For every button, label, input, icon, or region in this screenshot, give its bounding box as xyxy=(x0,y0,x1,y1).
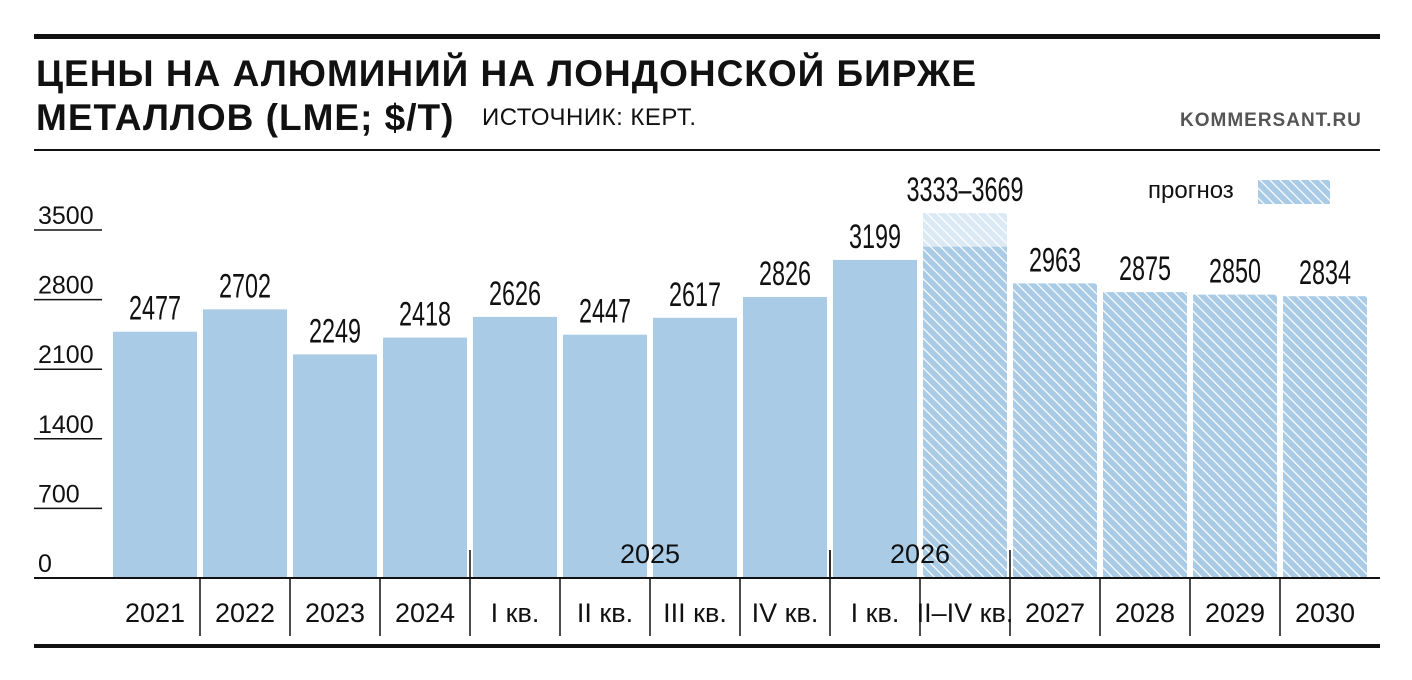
bar xyxy=(383,337,467,578)
value-label: 2963 xyxy=(1029,241,1081,280)
bar-range xyxy=(923,213,1007,247)
x-tick-label: III кв. xyxy=(663,598,727,628)
bar xyxy=(293,354,377,578)
site-credit: KOMMERSANT.RU xyxy=(1180,110,1362,131)
source-note: ИСТОЧНИК: КЕРТ. xyxy=(482,104,697,131)
x-tick-label: II–IV кв. xyxy=(917,598,1014,628)
x-tick-label: I кв. xyxy=(851,598,900,628)
bars xyxy=(113,213,1367,579)
bottom-rule xyxy=(34,644,1380,648)
value-label: 2826 xyxy=(759,255,811,294)
x-axis: 2021 2022 2023 2024 I кв. II кв. III кв. IV кв.… xyxy=(34,539,1380,636)
value-labels: 2477 2702 2249 2418 2626 2447 2617 2826 31993333… xyxy=(129,171,1351,351)
chart-title-line-2: МЕТАЛЛОВ (LME; $/T) xyxy=(36,97,455,138)
y-tick-label: 2100 xyxy=(38,341,94,369)
value-label: 2834 xyxy=(1299,254,1351,293)
value-label: 2447 xyxy=(579,292,631,331)
bar xyxy=(203,309,287,578)
top-rule xyxy=(34,34,1380,39)
value-label: 3199 xyxy=(849,217,901,256)
value-label: 2702 xyxy=(219,267,271,306)
bar xyxy=(563,334,647,578)
x-tick-label: IV кв. xyxy=(752,598,819,628)
y-tick-label: 3500 xyxy=(38,202,94,230)
bar xyxy=(923,246,1007,579)
legend-label: прогноз xyxy=(1148,177,1234,204)
group-label: 2025 xyxy=(620,539,680,569)
value-label: 2850 xyxy=(1209,252,1261,291)
legend: прогноз xyxy=(1148,177,1330,204)
x-tick-label: 2024 xyxy=(395,598,455,628)
y-tick-label: 2800 xyxy=(38,272,94,300)
value-label: 3333–3669 xyxy=(906,171,1023,210)
chart-title-line-1: ЦЕНЫ НА АЛЮМИНИЙ НА ЛОНДОНСКОЙ БИРЖЕ xyxy=(36,53,978,94)
x-tick-label: 2021 xyxy=(125,598,185,628)
value-label: 2617 xyxy=(669,275,721,314)
legend-swatch xyxy=(1258,180,1330,204)
y-tick-label: 0 xyxy=(38,550,52,578)
group-label: 2026 xyxy=(890,539,950,569)
value-label: 2418 xyxy=(399,295,451,334)
chart-title: ЦЕНЫ НА АЛЮМИНИЙ НА ЛОНДОНСКОЙ БИРЖЕ МЕТ… xyxy=(36,52,977,140)
x-tick-label: I кв. xyxy=(491,598,540,628)
bar xyxy=(653,317,737,578)
x-tick-label: 2023 xyxy=(305,598,365,628)
x-tick-label: II кв. xyxy=(577,598,633,628)
bar xyxy=(743,297,827,578)
x-tick-label: 2029 xyxy=(1205,598,1265,628)
value-label: 2249 xyxy=(309,312,361,351)
x-tick-label: 2028 xyxy=(1115,598,1175,628)
bar xyxy=(1193,294,1277,578)
x-tick-label: 2022 xyxy=(215,598,275,628)
bar xyxy=(1013,283,1097,578)
value-label: 2626 xyxy=(489,274,541,313)
bar xyxy=(1103,292,1187,578)
bar xyxy=(1283,296,1367,578)
header-rule xyxy=(34,149,1380,151)
y-tick-label: 700 xyxy=(38,480,80,508)
y-axis: 0 700 1400 2100 2800 3500 xyxy=(34,202,102,578)
x-tick-label: 2030 xyxy=(1295,598,1355,628)
value-label: 2875 xyxy=(1119,250,1171,289)
x-tick-label: 2027 xyxy=(1025,598,1085,628)
bar xyxy=(473,316,557,578)
bar xyxy=(113,331,197,578)
bar xyxy=(833,259,917,578)
value-label: 2477 xyxy=(129,289,181,328)
y-tick-label: 1400 xyxy=(38,411,94,439)
